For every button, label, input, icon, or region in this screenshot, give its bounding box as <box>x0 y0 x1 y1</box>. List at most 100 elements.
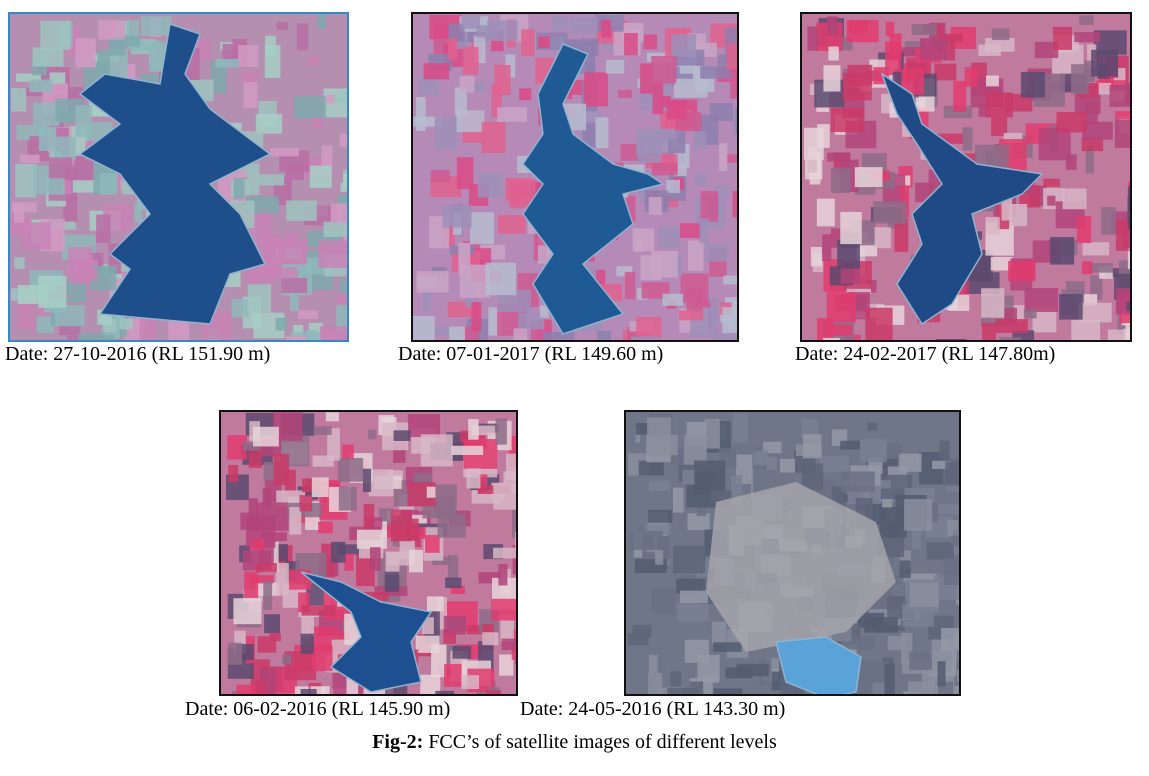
field <box>667 688 698 694</box>
field <box>1125 323 1130 340</box>
field <box>494 65 510 95</box>
field <box>632 625 651 638</box>
field <box>727 154 737 163</box>
field <box>286 200 316 220</box>
field <box>634 241 643 252</box>
field <box>780 459 795 473</box>
field <box>899 454 921 472</box>
field <box>416 97 426 131</box>
field <box>75 38 96 67</box>
field <box>900 561 911 579</box>
field <box>584 72 608 106</box>
field <box>840 212 861 244</box>
field <box>100 173 118 195</box>
field <box>840 441 859 450</box>
field <box>1078 303 1111 323</box>
field <box>864 617 898 633</box>
field <box>242 72 259 83</box>
field <box>978 45 1000 56</box>
field <box>680 223 701 238</box>
field <box>357 530 387 549</box>
field <box>1050 237 1074 265</box>
figure-text: FCC’s of satellite images of different l… <box>428 731 776 753</box>
field <box>822 234 831 261</box>
field <box>677 604 708 622</box>
field <box>249 498 258 528</box>
image-caption: Date: 06-02-2016 (RL 145.90 m) <box>185 698 450 721</box>
field <box>457 157 473 189</box>
field <box>286 336 306 340</box>
field <box>1082 122 1113 140</box>
field <box>597 331 611 340</box>
field <box>228 465 238 482</box>
field <box>828 324 852 335</box>
field <box>995 319 1028 333</box>
field <box>685 640 709 663</box>
field <box>688 241 704 271</box>
field <box>649 197 662 215</box>
field <box>427 487 436 498</box>
field <box>944 559 959 586</box>
field <box>569 17 598 35</box>
field <box>618 90 632 98</box>
field <box>890 34 902 61</box>
field <box>521 29 534 56</box>
image-caption: Date: 24-05-2016 (RL 143.30 m) <box>520 698 785 721</box>
field <box>1074 32 1100 42</box>
field <box>722 307 737 333</box>
field <box>807 27 818 51</box>
field <box>276 318 287 331</box>
field <box>331 542 345 563</box>
field <box>714 688 743 694</box>
field <box>256 114 282 134</box>
field <box>449 326 465 340</box>
field <box>1128 251 1130 269</box>
field <box>257 636 276 652</box>
field <box>463 47 479 74</box>
field <box>937 661 945 686</box>
field <box>687 287 703 311</box>
field <box>827 16 838 34</box>
field <box>263 581 272 610</box>
field <box>663 294 683 306</box>
field <box>680 591 708 604</box>
field <box>683 470 695 485</box>
field <box>519 88 531 100</box>
field <box>232 299 249 317</box>
field <box>624 33 638 55</box>
field <box>431 170 450 182</box>
field <box>888 636 906 650</box>
field <box>873 201 906 223</box>
field <box>649 655 658 673</box>
field <box>981 288 1004 317</box>
field <box>307 56 320 65</box>
field <box>496 418 507 444</box>
field <box>1083 242 1110 255</box>
field <box>444 616 466 635</box>
field <box>310 166 332 188</box>
field <box>927 542 954 559</box>
field <box>506 178 531 201</box>
field <box>719 143 727 171</box>
field <box>1091 50 1118 77</box>
field <box>629 531 663 550</box>
field <box>281 278 307 293</box>
field <box>909 651 932 670</box>
field <box>884 664 894 694</box>
field <box>859 681 869 694</box>
field <box>444 664 461 687</box>
field <box>134 202 142 222</box>
field <box>636 317 662 340</box>
field <box>340 134 347 147</box>
field <box>498 564 507 586</box>
field <box>317 14 326 28</box>
field <box>735 108 737 134</box>
field <box>1039 128 1071 160</box>
field <box>823 65 840 91</box>
field <box>370 547 381 571</box>
field <box>338 458 363 482</box>
field <box>300 495 313 511</box>
field <box>33 103 59 126</box>
field <box>673 488 684 513</box>
field <box>312 477 329 497</box>
